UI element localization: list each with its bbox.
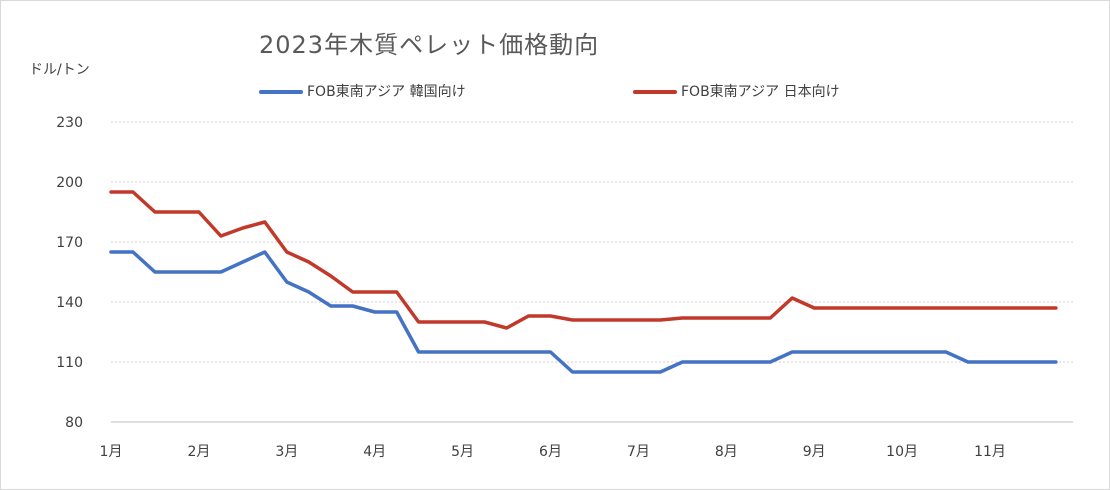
y-tick-label: 140 <box>56 295 83 311</box>
y-tick-label: 80 <box>65 415 83 431</box>
x-tick-label: 9月 <box>803 444 826 460</box>
x-tick-label: 8月 <box>715 444 738 460</box>
series-line-korea <box>109 250 1058 374</box>
legend-label-korea: FOB東南アジア 韓国向け <box>307 84 466 100</box>
y-tick-label: 170 <box>56 235 83 251</box>
x-tick-label: 4月 <box>363 444 386 460</box>
x-tick-label: 6月 <box>539 444 562 460</box>
x-tick-label: 2月 <box>187 444 210 460</box>
legend-swatch-japan <box>633 90 677 94</box>
chart-title: 2023年木質ペレット価格動向 <box>259 31 600 59</box>
x-tick-label: 1月 <box>100 444 123 460</box>
y-tick-label: 230 <box>56 115 83 131</box>
x-tick-label: 10月 <box>886 444 918 460</box>
x-tick-label: 7月 <box>627 444 650 460</box>
legend-label-japan: FOB東南アジア 日本向け <box>681 84 840 100</box>
x-tick-label: 3月 <box>275 444 298 460</box>
series-line-japan <box>109 190 1058 330</box>
x-tick-label: 5月 <box>451 444 474 460</box>
y-tick-label: 200 <box>56 175 83 191</box>
x-tick-label: 11月 <box>974 444 1006 460</box>
y-tick-label: 110 <box>56 355 83 371</box>
y-axis-unit-label: ドル/トン <box>29 62 90 78</box>
legend-swatch-korea <box>259 90 303 94</box>
